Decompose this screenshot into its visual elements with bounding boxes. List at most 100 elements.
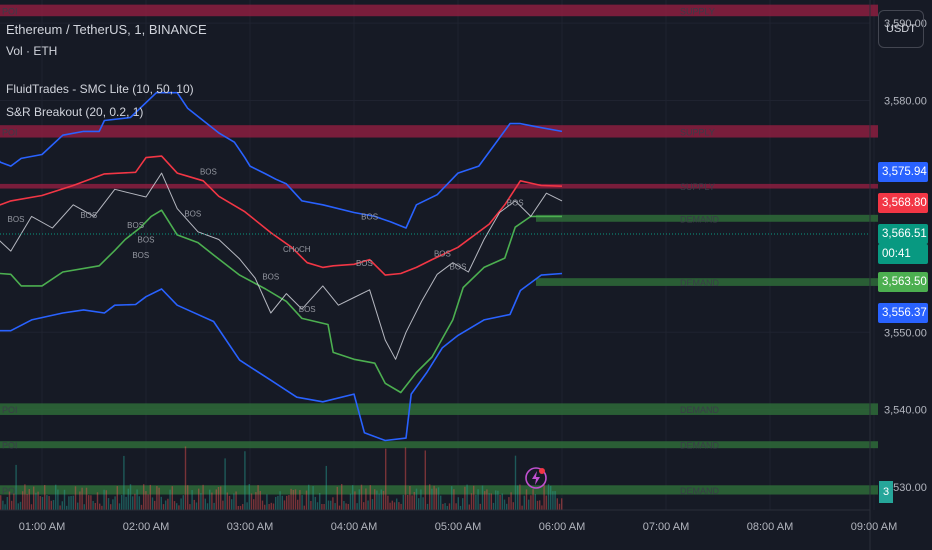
volume-bar [253,499,255,510]
chart-grid [0,0,875,510]
volume-bar [268,504,270,510]
volume-bar [521,505,523,510]
time-axis[interactable]: 01:00 AM 02:00 AM 03:00 AM 04:00 AM 05:00 AM… [19,521,897,533]
volume-bar [134,493,136,510]
volume-bar [409,485,411,510]
volume-bar [490,493,492,510]
volume-bar [292,489,294,510]
volume-bar [539,500,541,510]
demand-zone-label: DEMAND [680,405,720,415]
volume-bar [356,503,358,510]
volume-bar [116,486,118,510]
volume-bar [198,488,200,510]
volume-bar [327,500,330,510]
price-tag-last-price: 3,566.51 [878,224,928,244]
volume-bar [72,495,74,510]
volume-bar [316,502,319,510]
volume-bar [129,484,132,510]
volume-bar [200,493,202,510]
volume-bar [154,500,156,510]
volume-bar [305,490,308,510]
smc-indicator-label[interactable]: FluidTrades - SMC Lite (10, 50, 10) [6,82,194,96]
volume-bar [48,496,50,510]
time-tick-label: 03:00 AM [227,521,273,533]
volume-bar [387,495,389,510]
volume-bar [389,502,391,510]
time-tick-label: 02:00 AM [123,521,169,533]
volume-bar [466,484,468,510]
volume-bar [288,495,290,510]
sr-breakout-indicator-label[interactable]: S&R Breakout (20, 0.2, 1) [6,105,144,119]
volume-bar [512,502,514,510]
volume-bar [402,494,404,510]
volume-bar [369,485,371,510]
volume-bar [552,491,554,510]
volume-bar [110,504,112,510]
price-tick-label: 3,540.00 [884,405,927,417]
volume-bar [486,489,488,510]
volume-bar [349,493,352,510]
volume-indicator-label[interactable]: Vol · ETH [6,44,58,58]
poi-label: POI [2,486,18,496]
volume-bar [235,491,237,510]
volume-bar [532,489,534,510]
volume-bar [422,497,424,510]
volume-bar [473,485,475,510]
volume-bar [534,494,536,510]
zones-layer: SUPPLY POI SUPPLY POI SUPPLY DEMAND DEMAND DEMA… [0,4,878,496]
volume-bar [481,485,484,510]
volume-bar [77,502,79,510]
volume-bar [156,486,158,510]
volume-bar [162,504,165,510]
volume-bar [11,500,13,510]
volume-bar [35,492,37,510]
structure-labels: BOS BOS BOS BOS BOS BOS BOS CHoCH BOS BOS BOS BOS BO… [8,168,524,315]
price-tick-label: 3,550.00 [884,327,927,339]
volume-bar [239,505,242,510]
price-tag-countdown: 00:41 [878,244,928,264]
supply-zone-label: SUPPLY [680,182,715,192]
volume-bar [382,490,385,510]
volume-bar [275,496,277,510]
volume-bar [297,499,299,510]
volume-bar [158,487,160,510]
volume-bar [132,496,134,510]
volume-bar [345,503,347,510]
volume-bar [26,493,28,510]
volume-bar [514,455,517,510]
volume-bar [424,450,426,510]
series-lower-band-line [0,272,563,442]
lightning-icon[interactable] [524,466,548,490]
price-axis[interactable]: 3,590.00 3,580.00 3,550.00 3,540.00 3,530.00 [884,18,927,494]
volume-bar [418,498,420,510]
currency-button[interactable]: USDT [878,10,924,48]
volume-bar [385,448,387,510]
symbol-title[interactable]: Ethereum / TetherUS, 1, BINANCE [6,22,207,37]
time-tick-label: 05:00 AM [435,521,481,533]
volume-bar [314,496,316,510]
volume-bar [477,489,479,510]
lightning-icon-dot [539,468,545,474]
volume-bar [492,502,495,510]
volume-bar [286,495,288,510]
volume-bar [360,484,363,510]
volume-bar [475,494,477,510]
volume-bar [376,490,378,510]
volume-bar [510,492,512,510]
volume-bar [264,504,266,510]
volume-bar [442,503,444,510]
volume-bar [215,489,217,510]
supply-zone [0,125,878,138]
volume-bar [343,501,345,510]
volume-bar [151,497,154,510]
volume-bar [167,498,169,510]
volume-bar [79,491,81,510]
volume-bar [160,496,162,510]
volume-bar [470,493,473,510]
volume-bar [248,484,250,510]
volume-bar [517,485,519,510]
volume-bar [525,489,528,510]
volume-bar [464,486,466,510]
